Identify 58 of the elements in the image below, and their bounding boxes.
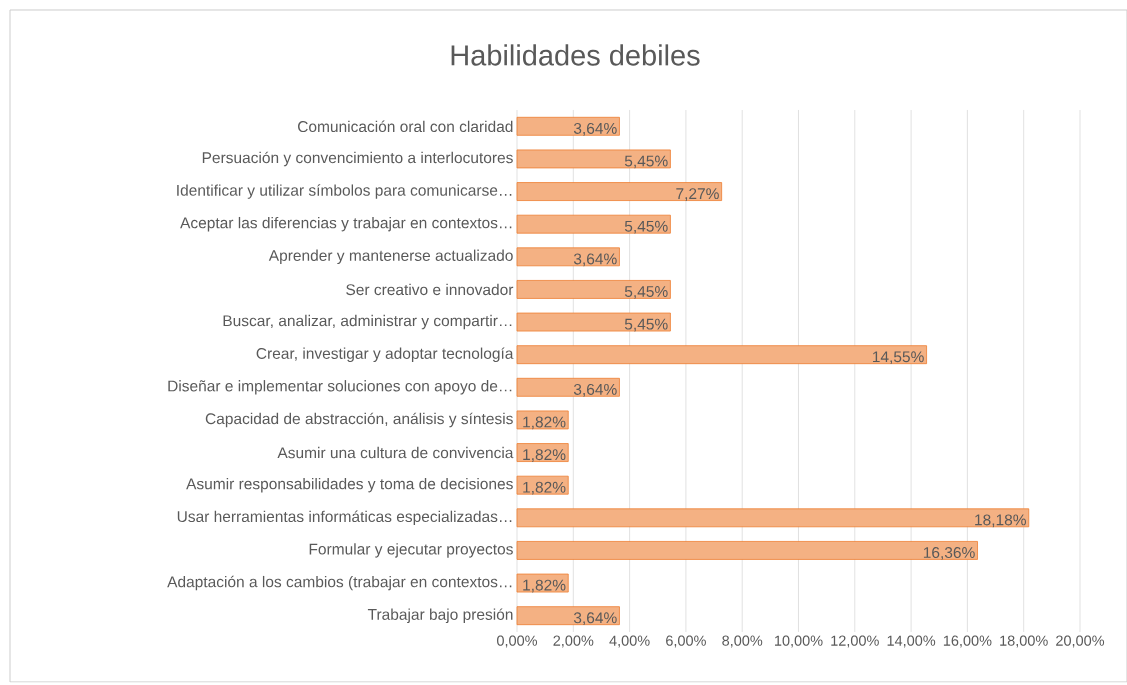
bar — [516, 606, 620, 626]
data-label: 5,45% — [624, 220, 668, 234]
bar — [516, 280, 671, 299]
bar — [516, 410, 569, 430]
bar — [516, 541, 978, 560]
bar — [516, 182, 723, 201]
y-tick-label: Crear, investigar y adoptar tecnología — [256, 347, 514, 362]
data-label: 16,36% — [923, 547, 975, 560]
y-tick-label: Buscar, analizar, administrar y compartir… — [223, 314, 512, 330]
x-tick-label: 4,00% — [609, 635, 650, 648]
data-label: 18,18% — [975, 514, 1026, 528]
y-tick-label: Capacidad de abstracción, análisis y síntesis — [205, 412, 513, 428]
data-label: 3,64% — [573, 253, 617, 267]
y-tick-label: Ser creativo e innovador — [346, 283, 514, 296]
data-label: 3,64% — [573, 122, 617, 136]
data-label: 3,64% — [573, 383, 617, 397]
x-tick-label: 0,00% — [497, 635, 538, 648]
data-label: 14,55% — [872, 351, 924, 365]
x-tick-label: 20,00% — [1056, 635, 1105, 648]
x-tick-label: 12,00% — [831, 635, 879, 648]
data-label: 3,64% — [573, 612, 617, 626]
data-label: 1,82% — [523, 449, 566, 462]
x-tick-label: 18,00% — [1000, 635, 1048, 648]
data-label: 5,45% — [624, 318, 668, 332]
bar — [516, 508, 1030, 528]
x-tick-label: 8,00% — [722, 635, 763, 648]
x-tick-label: 2,00% — [553, 635, 594, 648]
data-label: 1,82% — [523, 416, 566, 430]
bar — [516, 573, 569, 593]
data-label: 7,27% — [676, 188, 719, 201]
y-tick-label: Formular y ejecutar proyectos — [309, 543, 513, 558]
data-label: 5,45% — [624, 286, 668, 299]
y-tick-label: Comunicación oral con claridad — [298, 120, 513, 133]
bar — [516, 116, 620, 136]
y-tick-label: Asumir una cultura de convivencia — [277, 446, 514, 459]
y-tick-label: Trabajar bajo presión — [367, 608, 513, 623]
bar — [516, 377, 620, 397]
data-label: 1,82% — [523, 481, 566, 495]
y-tick-label: Diseñar e implementar soluciones con apoyo de… — [168, 380, 512, 395]
x-tick-label: 6,00% — [666, 635, 706, 648]
x-tick-label: 16,00% — [943, 635, 992, 648]
y-tick-label: Persuación y convencimiento a interlocutores — [202, 151, 513, 167]
data-label: 5,45% — [624, 155, 668, 169]
bar — [516, 214, 671, 234]
bar — [516, 345, 927, 365]
chart-title: Habilidades debiles — [451, 44, 700, 66]
y-tick-label: Aprender y mantenerse actualizado — [268, 249, 513, 265]
bar — [516, 312, 671, 332]
y-tick-label: Usar herramientas informáticas especializadas… — [177, 510, 512, 526]
data-label: 1,82% — [523, 579, 566, 593]
y-tick-label: Asumir responsabilidades y toma de decisiones — [186, 477, 513, 493]
bar — [516, 247, 620, 267]
bar — [516, 149, 671, 169]
x-tick-label: 10,00% — [775, 635, 823, 648]
y-tick-label: Aceptar las diferencias y trabajar en contextos… — [180, 216, 512, 232]
x-tick-label: 14,00% — [887, 635, 936, 648]
y-tick-label: Adaptación a los cambios (trabajar en contextos… — [167, 575, 512, 591]
y-tick-label: Identificar y utilizar símbolos para comunicarse… — [177, 184, 512, 199]
